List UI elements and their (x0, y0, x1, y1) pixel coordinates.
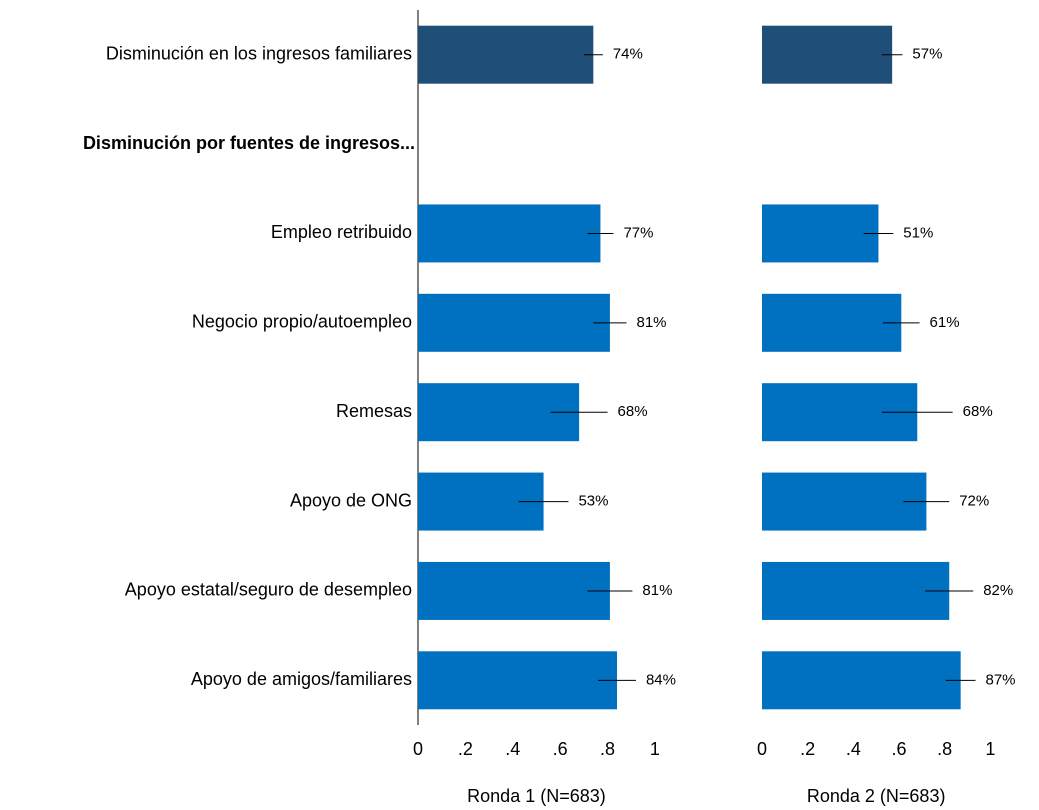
x-tick-label: .8 (600, 739, 615, 759)
bar (418, 25, 594, 84)
bar (418, 651, 618, 710)
x-tick-label: .4 (505, 739, 520, 759)
value-label: 68% (963, 403, 993, 420)
bar (762, 25, 893, 84)
bar (762, 651, 961, 710)
value-label: 82% (983, 582, 1013, 599)
value-label: 53% (578, 493, 608, 510)
x-tick-label: 0 (413, 739, 423, 759)
bar (418, 293, 610, 352)
x-tick-label: .6 (553, 739, 568, 759)
x-tick-label: .8 (937, 739, 952, 759)
bar (762, 204, 879, 263)
x-tick-label: 1 (985, 739, 995, 759)
value-label: 68% (618, 403, 648, 420)
bar (418, 204, 601, 263)
value-label: 77% (623, 224, 653, 241)
value-label: 81% (636, 314, 666, 331)
y-tick-label: Apoyo de amigos/familiares (191, 669, 412, 689)
x-tick-label: .2 (458, 739, 473, 759)
value-label: 81% (642, 582, 672, 599)
x-axis-label: Ronda 1 (N=683) (467, 786, 606, 806)
y-tick-label: Apoyo de ONG (290, 490, 412, 510)
value-label: 87% (985, 671, 1015, 688)
value-label: 74% (613, 46, 643, 63)
bar (762, 293, 902, 352)
y-tick-label: Negocio propio/autoempleo (192, 312, 412, 332)
bar (762, 561, 950, 620)
bar (418, 561, 610, 620)
section-header: Disminución por fuentes de ingresos... (83, 133, 415, 153)
x-tick-label: .2 (800, 739, 815, 759)
y-tick-label: Remesas (336, 401, 412, 421)
y-tick-label: Empleo retribuido (271, 222, 412, 242)
value-label: 57% (912, 46, 942, 63)
x-tick-label: 0 (757, 739, 767, 759)
y-tick-label: Apoyo estatal/seguro de desempleo (125, 580, 412, 600)
value-label: 51% (903, 224, 933, 241)
bar (762, 472, 927, 531)
x-axis-label: Ronda 2 (N=683) (807, 786, 946, 806)
value-label: 72% (959, 493, 989, 510)
x-tick-label: 1 (650, 739, 660, 759)
value-label: 61% (930, 314, 960, 331)
x-tick-label: .6 (891, 739, 906, 759)
x-tick-label: .4 (846, 739, 861, 759)
value-label: 84% (646, 671, 676, 688)
y-tick-label: Disminución en los ingresos familiares (106, 43, 412, 63)
